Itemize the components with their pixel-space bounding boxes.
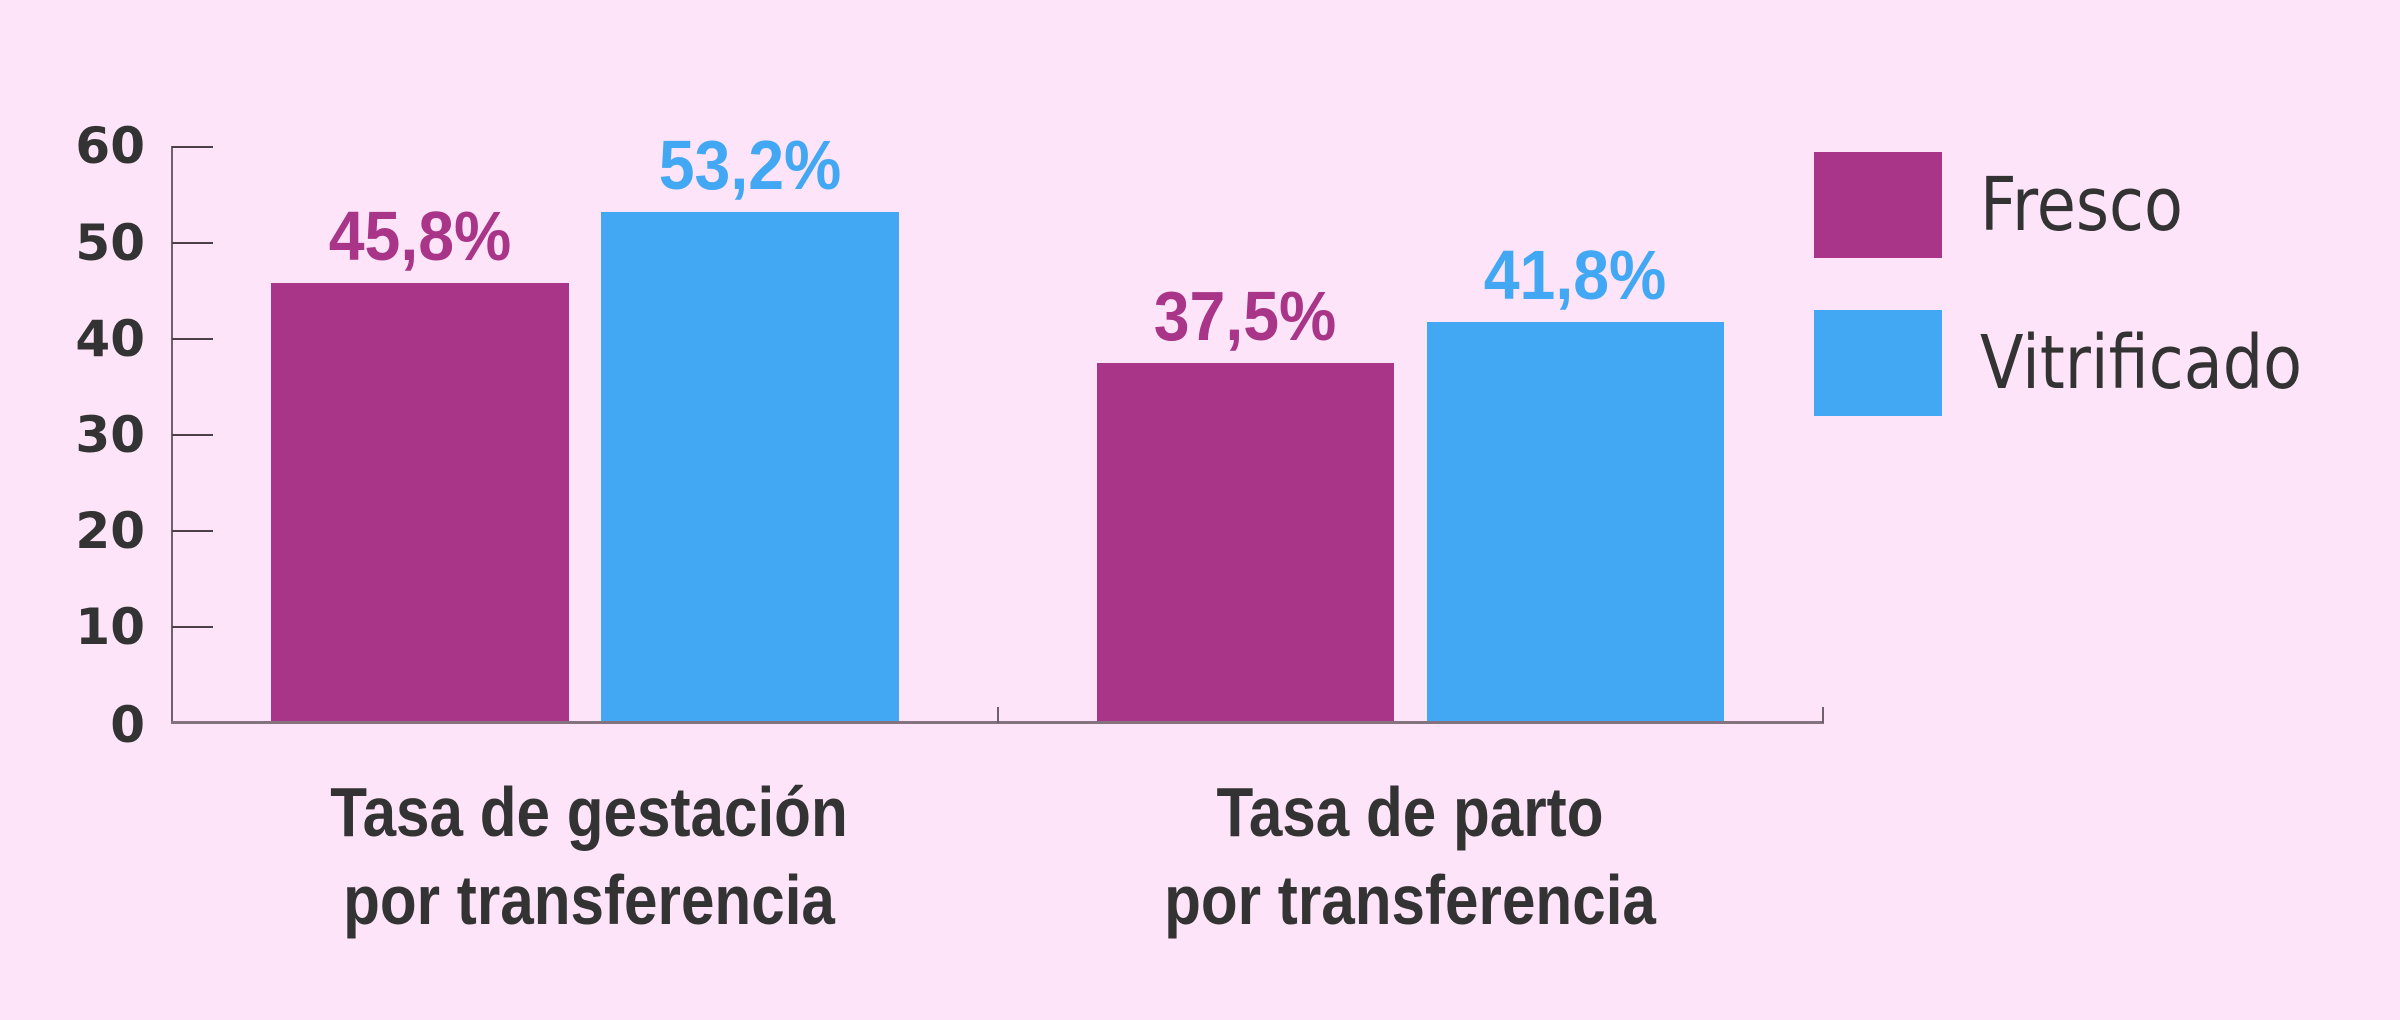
y-tick-30 — [172, 434, 213, 436]
y-tick-label-40: 40 — [75, 310, 145, 368]
legend-item-vitrificado: Vitrificado — [1814, 310, 2354, 416]
y-tick-label-10: 10 — [75, 598, 145, 656]
y-tick-label-50: 50 — [75, 214, 145, 272]
x-tick-end — [1822, 707, 1824, 723]
value-label-vitrificado-parto: 41,8% — [1483, 236, 1667, 314]
legend-label-fresco: Fresco — [1980, 162, 2183, 248]
value-label-fresco-gestacion: 45,8% — [328, 197, 512, 275]
y-tick-60 — [172, 146, 213, 148]
category-label-parto-line2: por transferencia — [1164, 861, 1656, 939]
legend-swatch-vitrificado — [1814, 310, 1942, 416]
legend-item-fresco: Fresco — [1814, 152, 2216, 258]
legend-label-vitrificado: Vitrificado — [1980, 320, 2303, 406]
bar-fresco-parto — [1097, 363, 1394, 723]
value-label-vitrificado-gestacion: 53,2% — [658, 126, 842, 204]
y-tick-label-20: 20 — [75, 502, 145, 560]
legend-swatch-fresco — [1814, 152, 1942, 258]
value-label-fresco-parto: 37,5% — [1153, 277, 1337, 355]
y-tick-50 — [172, 242, 213, 244]
category-label-parto: Tasa de parto por transferencia — [1066, 768, 1754, 944]
y-tick-20 — [172, 530, 213, 532]
y-tick-40 — [172, 338, 213, 340]
y-tick-label-60: 60 — [75, 117, 145, 175]
x-tick-middle — [997, 707, 999, 723]
category-label-gestacion: Tasa de gestación por transferencia — [245, 768, 933, 944]
y-tick-label-30: 30 — [75, 406, 145, 464]
category-label-gestacion-line2: por transferencia — [343, 861, 835, 939]
category-label-gestacion-line1: Tasa de gestación — [330, 773, 848, 851]
bar-fresco-gestacion — [271, 283, 569, 723]
y-tick-label-0: 0 — [110, 696, 145, 754]
category-label-parto-line1: Tasa de parto — [1216, 773, 1604, 851]
y-tick-10 — [172, 626, 213, 628]
bar-vitrificado-gestacion — [601, 212, 899, 723]
bar-vitrificado-parto — [1427, 322, 1724, 723]
